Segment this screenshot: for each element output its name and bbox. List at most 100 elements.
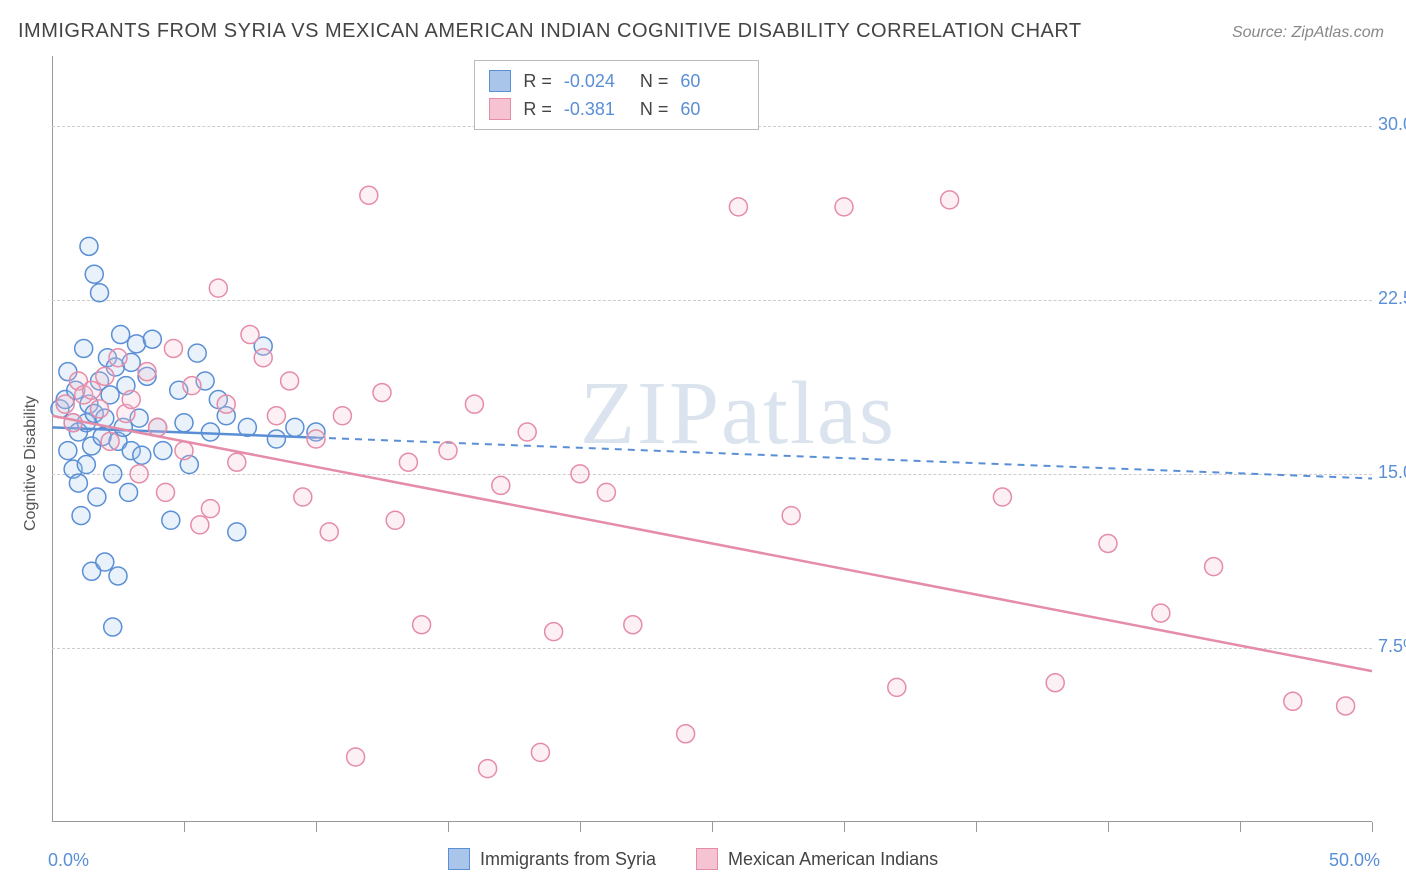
x-tick <box>844 822 845 832</box>
data-point <box>162 511 180 529</box>
data-point <box>83 381 101 399</box>
data-point <box>109 567 127 585</box>
legend-item: Mexican American Indians <box>696 848 938 870</box>
data-point <box>91 284 109 302</box>
data-point <box>149 418 167 436</box>
data-point <box>228 523 246 541</box>
data-point <box>1046 674 1064 692</box>
data-point <box>59 442 77 460</box>
data-point <box>386 511 404 529</box>
data-point <box>175 442 193 460</box>
data-point <box>597 483 615 501</box>
y-tick-label: 30.0% <box>1378 114 1406 135</box>
data-point <box>1337 697 1355 715</box>
data-point <box>72 507 90 525</box>
chart-title: IMMIGRANTS FROM SYRIA VS MEXICAN AMERICA… <box>18 20 1082 43</box>
data-point <box>373 384 391 402</box>
data-point <box>1205 558 1223 576</box>
legend-n-label: N = <box>640 99 669 120</box>
x-tick <box>448 822 449 832</box>
y-tick-label: 7.5% <box>1378 636 1406 657</box>
data-point <box>91 400 109 418</box>
x-tick <box>1240 822 1241 832</box>
x-tick <box>976 822 977 832</box>
data-point <box>138 363 156 381</box>
data-point <box>941 191 959 209</box>
x-tick <box>580 822 581 832</box>
data-point <box>154 442 172 460</box>
data-point <box>1284 692 1302 710</box>
data-point <box>104 618 122 636</box>
source-attribution: Source: ZipAtlas.com <box>1232 24 1384 42</box>
x-tick <box>1108 822 1109 832</box>
data-point <box>120 483 138 501</box>
data-point <box>175 414 193 432</box>
x-tick <box>712 822 713 832</box>
data-point <box>729 198 747 216</box>
data-point <box>64 414 82 432</box>
y-axis-title: Cognitive Disability <box>22 396 40 531</box>
data-point <box>130 465 148 483</box>
data-point <box>307 430 325 448</box>
legend-item: Immigrants from Syria <box>448 848 656 870</box>
x-tick <box>1372 822 1373 832</box>
legend-row: R =-0.024N =60 <box>489 67 744 95</box>
regression-line-extrapolated <box>316 438 1372 479</box>
legend-r-label: R = <box>523 99 552 120</box>
y-tick-label: 15.0% <box>1378 462 1406 483</box>
y-tick-label: 22.5% <box>1378 288 1406 309</box>
data-point <box>518 423 536 441</box>
data-point <box>624 616 642 634</box>
data-point <box>413 616 431 634</box>
data-point <box>56 395 74 413</box>
legend-label: Immigrants from Syria <box>480 849 656 870</box>
data-point <box>112 326 130 344</box>
data-point <box>157 483 175 501</box>
data-point <box>281 372 299 390</box>
data-point <box>531 743 549 761</box>
x-tick <box>316 822 317 832</box>
data-point <box>164 339 182 357</box>
data-point <box>143 330 161 348</box>
data-point <box>96 367 114 385</box>
data-point <box>191 516 209 534</box>
data-point <box>1099 534 1117 552</box>
data-point <box>571 465 589 483</box>
data-point <box>993 488 1011 506</box>
data-point <box>479 760 497 778</box>
legend-row: R = -0.381 N = 60 <box>489 95 744 123</box>
legend-n-value: 60 <box>680 99 744 120</box>
legend-r-value: -0.024 <box>564 71 628 92</box>
data-point <box>677 725 695 743</box>
legend-swatch <box>489 98 511 120</box>
scatter-plot <box>52 56 1372 822</box>
legend-swatch <box>696 848 718 870</box>
x-axis-min-label: 0.0% <box>48 850 89 871</box>
data-point <box>88 488 106 506</box>
series-legend: Immigrants from Syria Mexican American In… <box>448 848 938 870</box>
data-point <box>69 474 87 492</box>
legend-r-label: R = <box>523 71 552 92</box>
data-point <box>241 326 259 344</box>
legend-r-value: -0.381 <box>564 99 628 120</box>
data-point <box>75 339 93 357</box>
data-point <box>360 186 378 204</box>
data-point <box>228 453 246 471</box>
data-point <box>782 507 800 525</box>
correlation-legend: R =-0.024N =60R =-0.381N =60 <box>474 60 759 130</box>
legend-n-value: 60 <box>680 71 744 92</box>
data-point <box>267 407 285 425</box>
legend-label: Mexican American Indians <box>728 849 938 870</box>
data-point <box>320 523 338 541</box>
data-point <box>286 418 304 436</box>
data-point <box>439 442 457 460</box>
data-point <box>835 198 853 216</box>
data-point <box>399 453 417 471</box>
data-point <box>101 432 119 450</box>
legend-swatch <box>489 70 511 92</box>
chart-container: IMMIGRANTS FROM SYRIA VS MEXICAN AMERICA… <box>0 0 1406 892</box>
data-point <box>217 395 235 413</box>
data-point <box>183 377 201 395</box>
data-point <box>333 407 351 425</box>
legend-swatch <box>448 848 470 870</box>
